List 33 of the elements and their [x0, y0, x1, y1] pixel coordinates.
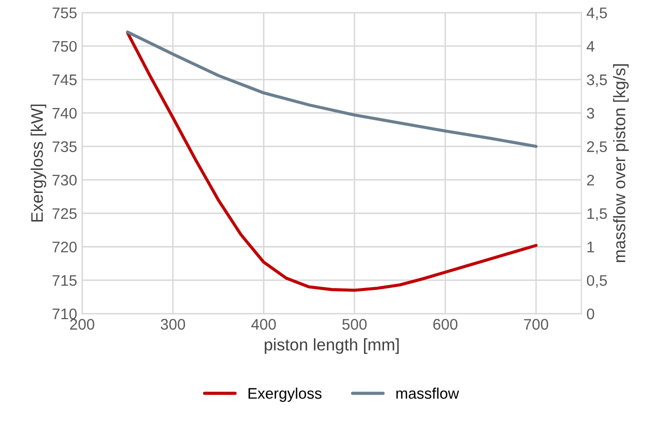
y2-tick-label: 3,5: [586, 74, 607, 88]
y-tick-label: 730: [52, 174, 77, 186]
y2-tick-label: 0,5: [586, 275, 607, 288]
y-tick-label: 750: [52, 40, 77, 52]
y-tick-label: 710: [52, 308, 77, 320]
y-tick-label: 720: [52, 242, 77, 252]
x-axis-title: piston length [mm]: [264, 338, 399, 354]
y2-tick-label: 0: [586, 308, 594, 320]
y2-tick-label: 4,5: [586, 8, 607, 20]
x-tick-label: 200: [70, 318, 94, 330]
y-tick-label: 725: [52, 208, 77, 219]
line-series: [126, 31, 538, 292]
y-tick-label: 715: [52, 275, 77, 286]
x-tick-label: 700: [524, 318, 548, 330]
x-tick-label: 300: [160, 318, 186, 330]
x-tick-label: 400: [251, 318, 276, 330]
y2-tick-label: 2: [587, 174, 594, 186]
x-tick-label: 500: [342, 318, 367, 330]
y-tick-label: 745: [52, 74, 77, 86]
legend-label: massflow: [396, 388, 460, 399]
y2-tick-label: 4: [586, 41, 594, 52]
y2-tick-label: 3: [586, 108, 594, 119]
x-tick-label: 600: [433, 318, 458, 330]
line-series: [126, 30, 538, 148]
y2-axis-title: massflow over piston [kg/s]: [613, 64, 629, 262]
legend-label: Exergyloss: [248, 388, 322, 402]
y-tick-label: 735: [52, 141, 77, 152]
y2-tick-label: 2,5: [587, 141, 607, 154]
y-tick-label: 740: [52, 108, 77, 119]
y2-tick-label: 1,5: [587, 208, 607, 221]
y-axis-title: Exergyloss [kW]: [30, 104, 46, 222]
y-tick-label: 755: [52, 8, 77, 18]
y2-tick-label: 1: [587, 242, 594, 252]
